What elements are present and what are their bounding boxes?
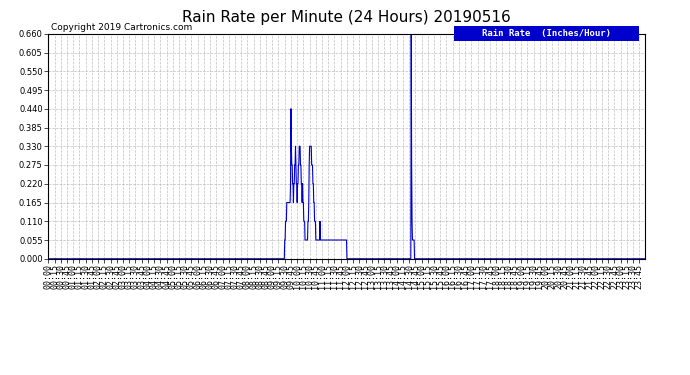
Text: Copyright 2019 Cartronics.com: Copyright 2019 Cartronics.com <box>51 22 193 32</box>
Title: Rain Rate per Minute (24 Hours) 20190516: Rain Rate per Minute (24 Hours) 20190516 <box>182 10 511 25</box>
